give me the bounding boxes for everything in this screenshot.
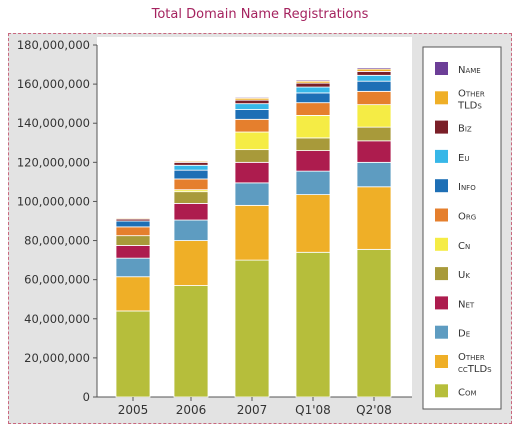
y-tick-label: 60,000,000 (24, 273, 90, 287)
legend-swatch-net (435, 296, 448, 310)
bar-segment-net (295, 150, 331, 172)
y-tick-label: 0 (83, 390, 90, 404)
bar-segment-name (173, 159, 209, 162)
legend-label-de: De (458, 329, 470, 340)
bar-segment-cn (356, 104, 392, 128)
bar-segment-org (356, 90, 392, 106)
bar-segment-info (295, 92, 331, 104)
legend-swatch-de (435, 325, 448, 339)
legend-label-other-tlds: Other TLDs (457, 88, 485, 111)
y-tick-label: 140,000,000 (17, 116, 90, 130)
x-tick-label: Q1'08 (295, 403, 331, 417)
chart-title: Total Domain Name Registrations (151, 7, 369, 22)
bar-segment-com (115, 310, 151, 398)
bar-segment-net (173, 202, 209, 221)
bar-segment-uk (234, 149, 270, 163)
bar-segment-other-cctlds (295, 194, 331, 253)
legend-swatch-eu (435, 149, 448, 163)
bar-segment-info (234, 109, 270, 120)
bar-segment-org (234, 118, 270, 133)
bar-segment-biz (356, 71, 392, 76)
legend-label-org: Org (458, 212, 476, 223)
legend-label-cn: Cn (458, 241, 470, 252)
y-tick-label: 20,000,000 (24, 351, 90, 365)
bar-segment-eu (173, 164, 209, 171)
bar-segment-biz (234, 99, 270, 105)
bar-segment-cn (234, 131, 270, 151)
bar-segment-de (356, 161, 392, 188)
bar-segment-org (295, 102, 331, 116)
bar-segment-name (115, 217, 151, 219)
bar-segment-com (295, 251, 331, 398)
x-tick-label: Q2'08 (356, 403, 392, 417)
bar-segment-other-cctlds (115, 276, 151, 312)
legend-label-info: Info (458, 182, 476, 193)
x-tick-label: 2005 (118, 403, 149, 417)
legend-swatch-name (435, 62, 448, 75)
legend-label-com: Com (458, 387, 477, 398)
legend-label-other-cctlds: Other ccTLDs (458, 352, 492, 375)
legend-label-name: Name (458, 65, 481, 76)
bar-segment-info (173, 169, 209, 180)
bar-segment-other-cctlds (356, 186, 392, 250)
bar-segment-info (356, 80, 392, 92)
legend-label-uk: Uk (458, 270, 470, 281)
legend-swatch-info (435, 179, 448, 193)
bar-segment-other-cctlds (173, 240, 209, 286)
legend-swatch-cn (435, 237, 448, 251)
bar-segment-de (234, 182, 270, 206)
y-tick-label: 80,000,000 (24, 234, 90, 248)
bar-segment-net (356, 140, 392, 163)
bar-segment-cn (295, 115, 331, 139)
bar-segment-uk (173, 191, 209, 204)
legend-box (422, 46, 502, 410)
legend-swatch-uk (435, 267, 448, 281)
y-tick-label: 120,000,000 (17, 155, 90, 169)
bar-segment-org (173, 178, 209, 191)
legend-swatch-org (435, 208, 448, 222)
legend-label-net: Net (458, 299, 475, 310)
bar-segment-com (234, 259, 270, 398)
bar-segment-org (115, 226, 151, 237)
bar-segment-eu (234, 103, 270, 110)
y-tick-label: 160,000,000 (17, 77, 90, 91)
bar-segment-de (115, 257, 151, 278)
legend-swatch-other-cctlds (435, 355, 448, 368)
bar-segment-eu (295, 86, 331, 94)
bar-segment-name (234, 96, 270, 99)
x-tick-label: 2006 (176, 403, 207, 417)
x-tick-label: 2007 (237, 403, 268, 417)
bar-segment-biz (295, 82, 331, 88)
bar-segment-de (295, 170, 331, 195)
bar-segment-net (234, 161, 270, 184)
bar-segment-com (173, 285, 209, 398)
legend-label-eu: Eu (458, 153, 469, 164)
y-tick-label: 180,000,000 (17, 38, 90, 52)
bar-segment-other-cctlds (234, 204, 270, 261)
bar-segment-biz (173, 161, 209, 166)
legend-swatch-biz (435, 120, 448, 134)
legend-swatch-com (435, 384, 448, 398)
bar-segment-uk (295, 137, 331, 151)
bar-segment-eu (356, 74, 392, 82)
bar-segment-com (356, 248, 392, 398)
y-tick-label: 40,000,000 (24, 312, 90, 326)
bar-segment-info (115, 220, 151, 228)
legend-swatch-other-tlds (435, 91, 448, 105)
y-tick-label: 100,000,000 (17, 194, 90, 208)
bar-segment-name (356, 67, 392, 70)
bar-segment-name (295, 79, 331, 82)
bar-segment-de (173, 219, 209, 241)
bar-segment-uk (356, 126, 392, 142)
bar-segment-net (115, 245, 151, 259)
legend-label-biz: Biz (458, 124, 472, 135)
bar-segment-uk (115, 235, 151, 246)
